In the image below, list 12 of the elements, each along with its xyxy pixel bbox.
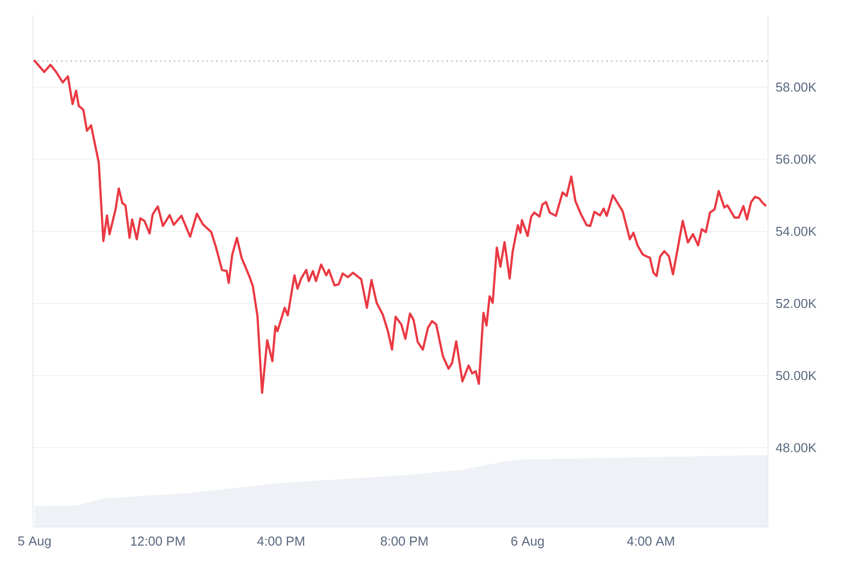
y-tick-label: 54.00K	[776, 226, 816, 236]
y-tick-label: 48.00K	[776, 443, 816, 452]
y-tick-label: 58.00K	[776, 82, 816, 92]
x-tick-label: 6 Aug	[511, 536, 544, 548]
x-tick-label: 4:00 AM	[627, 536, 674, 546]
x-tick-label: 8:00 PM	[380, 536, 428, 546]
x-tick-label: 5 Aug	[18, 536, 51, 548]
x-tick-label: 12:00 PM	[131, 536, 184, 546]
y-tick-label: 56.00K	[776, 154, 816, 164]
y-tick-label: 52.00K	[776, 298, 816, 308]
x-tick-label: 4:00 PM	[257, 536, 304, 546]
y-tick-label: 50.00K	[776, 370, 816, 380]
